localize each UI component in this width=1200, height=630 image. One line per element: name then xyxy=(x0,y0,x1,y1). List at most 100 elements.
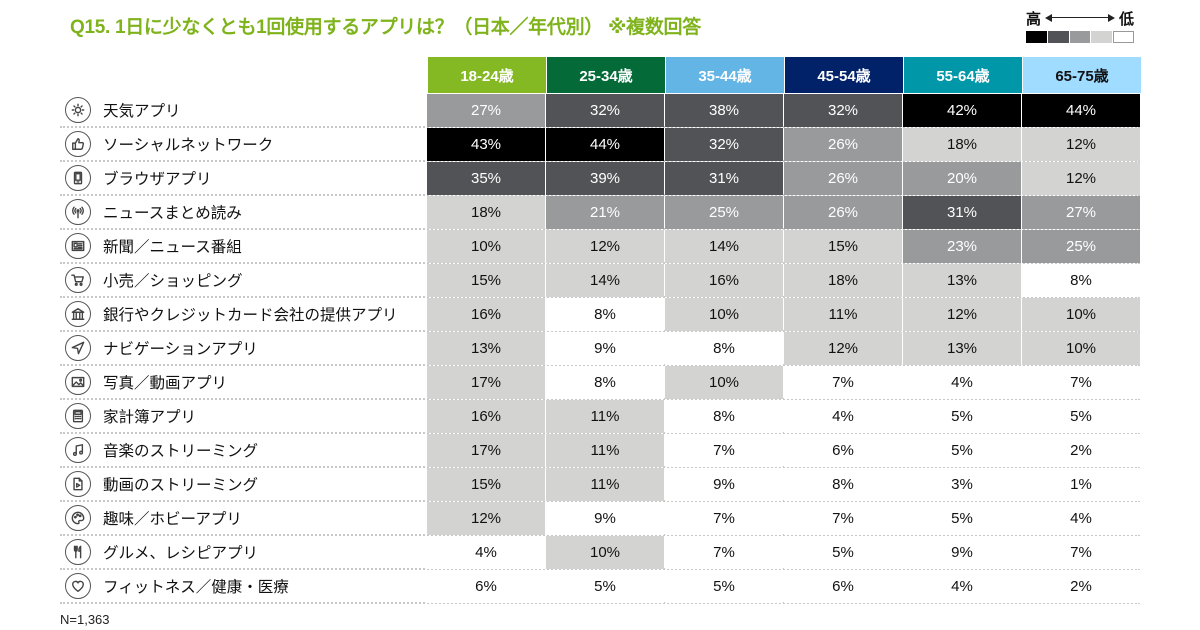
row-label: 銀行やクレジットカード会社の提供アプリ xyxy=(60,298,427,330)
heatmap-table: 天気アプリ 27% 32% 38% 32% 42% 44% ソーシャルネットワーク 43% 44%… xyxy=(60,94,1140,604)
heatmap-cell: 7% xyxy=(665,536,783,569)
heatmap-cell: 1% xyxy=(1022,468,1140,501)
heatmap-cell: 10% xyxy=(427,230,545,263)
row-label-text: ナビゲーションアプリ xyxy=(103,341,258,358)
video-file-icon xyxy=(65,471,91,497)
row-label: 趣味／ホビーアプリ xyxy=(60,502,427,534)
table-row: グルメ、レシピアプリ 4% 10% 7% 5% 9% 7% xyxy=(60,536,1140,570)
heatmap-cell: 7% xyxy=(1022,536,1140,569)
heatmap-cell: 15% xyxy=(427,264,545,297)
heatmap-cell: 32% xyxy=(784,94,902,127)
heatmap-cell: 8% xyxy=(546,366,664,399)
heatmap-cell: 4% xyxy=(784,400,902,433)
row-label: ブラウザアプリ xyxy=(60,162,427,194)
heatmap-cell: 18% xyxy=(784,264,902,297)
table-row: ニュースまとめ読み 18% 21% 25% 26% 31% 27% xyxy=(60,196,1140,230)
heatmap-cell: 32% xyxy=(665,128,783,161)
row-label: 小売／ショッピング xyxy=(60,264,427,296)
heatmap-cell: 26% xyxy=(784,128,902,161)
utensils-icon xyxy=(65,539,91,565)
row-label: ソーシャルネットワーク xyxy=(60,128,427,160)
row-label: 写真／動画アプリ xyxy=(60,366,427,398)
heatmap-cell: 18% xyxy=(427,196,545,229)
navigation-icon xyxy=(65,335,91,361)
heatmap-cell: 4% xyxy=(427,536,545,569)
heatmap-cell: 4% xyxy=(1022,502,1140,535)
heatmap-cell: 44% xyxy=(546,128,664,161)
row-label: 家計簿アプリ xyxy=(60,400,427,432)
heatmap-cell: 26% xyxy=(784,196,902,229)
row-label-text: 動画のストリーミング xyxy=(103,477,259,494)
heatmap-cell: 17% xyxy=(427,434,545,467)
heatmap-cell: 11% xyxy=(784,298,902,331)
heatmap-cell: 9% xyxy=(546,502,664,535)
heatmap-cell: 43% xyxy=(427,128,545,161)
heatmap-cell: 18% xyxy=(903,128,1021,161)
row-label: フィットネス／健康・医療 xyxy=(60,570,427,602)
row-label-text: 銀行やクレジットカード会社の提供アプリ xyxy=(103,307,398,324)
row-label-text: 趣味／ホビーアプリ xyxy=(103,511,242,528)
legend-low-label: 低 xyxy=(1118,10,1134,28)
heatmap-cell: 8% xyxy=(665,400,783,433)
heatmap-cell: 10% xyxy=(546,536,664,569)
heatmap-cell: 12% xyxy=(903,298,1021,331)
heatmap-cell: 13% xyxy=(427,332,545,365)
newspaper-icon xyxy=(65,233,91,259)
row-label-text: 家計簿アプリ xyxy=(103,409,197,426)
heatmap-cell: 7% xyxy=(1022,366,1140,399)
heatmap-cell: 12% xyxy=(1022,162,1140,195)
column-header: 35-44歳 xyxy=(666,57,784,93)
heatmap-cell: 10% xyxy=(665,298,783,331)
heatmap-cell: 12% xyxy=(784,332,902,365)
row-label: ニュースまとめ読み xyxy=(60,196,427,228)
palette-icon xyxy=(65,505,91,531)
table-row: 写真／動画アプリ 17% 8% 10% 7% 4% 7% xyxy=(60,366,1140,400)
table-row: 新聞／ニュース番組 10% 12% 14% 15% 23% 25% xyxy=(60,230,1140,264)
legend-swatch xyxy=(1026,31,1047,43)
heatmap-cell: 38% xyxy=(665,94,783,127)
heatmap-cell: 16% xyxy=(427,298,545,331)
heatmap-cell: 16% xyxy=(427,400,545,433)
row-label: 新聞／ニュース番組 xyxy=(60,230,427,262)
heatmap-cell: 3% xyxy=(903,468,1021,501)
row-label: ナビゲーションアプリ xyxy=(60,332,427,364)
broadcast-icon xyxy=(65,199,91,225)
table-row: 小売／ショッピング 15% 14% 16% 18% 13% 8% xyxy=(60,264,1140,298)
heatmap-cell: 11% xyxy=(546,434,664,467)
heatmap-cell: 27% xyxy=(1022,196,1140,229)
heatmap-cell: 7% xyxy=(784,502,902,535)
column-header: 18-24歳 xyxy=(428,57,546,93)
heatmap-cell: 10% xyxy=(1022,332,1140,365)
sample-size-note: N=1,363 xyxy=(60,612,110,627)
shade-legend: 高 低 xyxy=(1026,8,1134,43)
thumbs-up-icon xyxy=(65,131,91,157)
heatmap-cell: 13% xyxy=(903,332,1021,365)
heatmap-cell: 25% xyxy=(665,196,783,229)
row-label: 音楽のストリーミング xyxy=(60,434,427,466)
heatmap-cell: 9% xyxy=(665,468,783,501)
heatmap-cell: 17% xyxy=(427,366,545,399)
legend-high-label: 高 xyxy=(1026,10,1042,28)
heatmap-cell: 14% xyxy=(546,264,664,297)
table-row: 趣味／ホビーアプリ 12% 9% 7% 7% 5% 4% xyxy=(60,502,1140,536)
heatmap-cell: 15% xyxy=(784,230,902,263)
heatmap-cell: 21% xyxy=(546,196,664,229)
heatmap-cell: 10% xyxy=(1022,298,1140,331)
table-row: 銀行やクレジットカード会社の提供アプリ 16% 8% 10% 11% 12% 10% xyxy=(60,298,1140,332)
heatmap-cell: 5% xyxy=(903,502,1021,535)
legend-swatch xyxy=(1113,31,1134,43)
heatmap-cell: 8% xyxy=(546,298,664,331)
heatmap-cell: 2% xyxy=(1022,434,1140,467)
heatmap-cell: 4% xyxy=(903,366,1021,399)
heatmap-cell: 16% xyxy=(665,264,783,297)
table-row: 動画のストリーミング 15% 11% 9% 8% 3% 1% xyxy=(60,468,1140,502)
heatmap-cell: 5% xyxy=(665,570,783,603)
heatmap-cell: 31% xyxy=(903,196,1021,229)
heatmap-cell: 7% xyxy=(784,366,902,399)
table-row: 天気アプリ 27% 32% 38% 32% 42% 44% xyxy=(60,94,1140,128)
heatmap-cell: 20% xyxy=(903,162,1021,195)
heatmap-cell: 23% xyxy=(903,230,1021,263)
row-label-text: ニュースまとめ読み xyxy=(103,205,242,222)
row-label-text: 写真／動画アプリ xyxy=(103,375,228,392)
row-label-text: 新聞／ニュース番組 xyxy=(103,239,242,256)
